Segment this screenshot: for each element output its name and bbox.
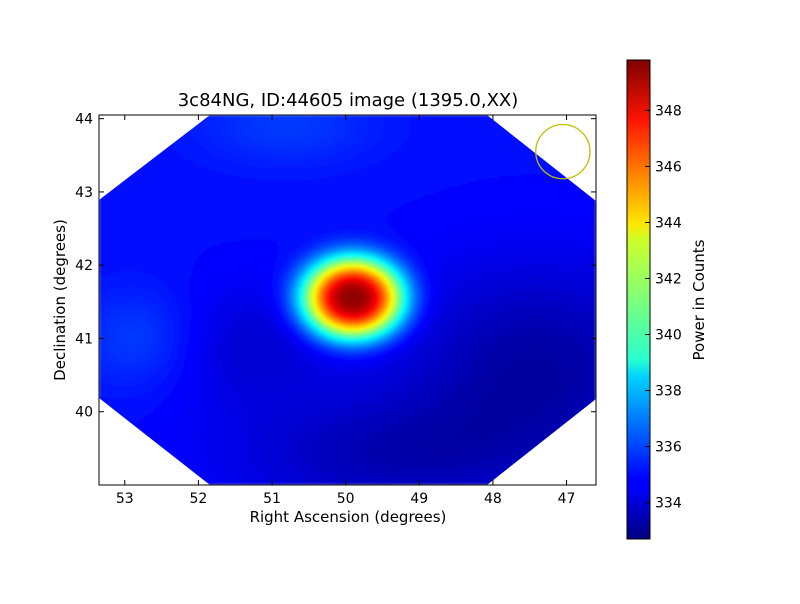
plot-frame: [98, 114, 597, 486]
colorbar-tick-label: 348: [655, 103, 682, 119]
x-tick-label: 48: [484, 491, 502, 507]
colorbar-ticks: 334 336 338 340 342 344 346 348: [645, 103, 682, 512]
colorbar-tick-label: 334: [655, 496, 682, 512]
x-axis-label: Right Ascension (degrees): [250, 508, 447, 526]
x-tick-label: 53: [116, 491, 134, 507]
heatmap-image: [99, 115, 596, 485]
colorbar-tick-label: 336: [655, 440, 682, 456]
y-tick-label: 42: [75, 258, 93, 274]
x-tick-label: 49: [410, 491, 428, 507]
y-tick-label: 41: [75, 331, 93, 347]
x-tick-label: 51: [263, 491, 281, 507]
x-tick-label: 47: [558, 491, 576, 507]
colorbar-tick-label: 338: [655, 384, 682, 400]
beam-circle: [535, 123, 591, 180]
colorbar-label: Power in Counts: [690, 239, 708, 360]
colorbar-tick-label: 344: [655, 215, 682, 231]
y-tick-label: 44: [75, 112, 93, 128]
y-axis-label: Declination (degrees): [51, 219, 69, 381]
colorbar-tick-label: 346: [655, 159, 682, 175]
chart-title: 3c84NG, ID:44605 image (1395.0,XX): [178, 90, 519, 111]
colorbar: [626, 59, 651, 540]
colorbar-tick-label: 340: [655, 328, 682, 344]
x-tick-label: 52: [189, 491, 207, 507]
x-axis-ticks: 53 52 51 50 49 48 47: [116, 115, 576, 507]
x-tick-label: 50: [337, 491, 355, 507]
colorbar-tick-label: 342: [655, 271, 682, 287]
y-tick-label: 43: [75, 185, 93, 201]
y-axis-ticks: 40 41 42 43 44: [75, 112, 596, 421]
y-tick-label: 40: [75, 405, 93, 421]
